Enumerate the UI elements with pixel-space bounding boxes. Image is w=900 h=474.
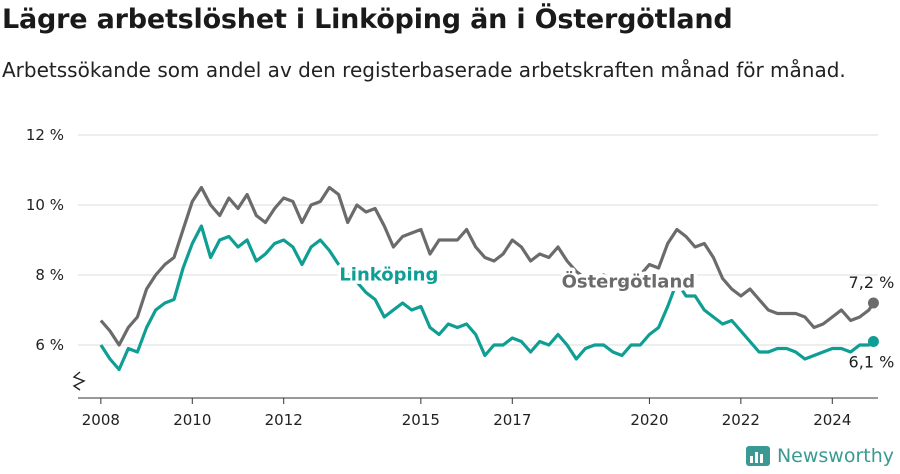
y-tick-label: 12 % — [26, 126, 64, 144]
y-tick-label: 6 % — [35, 336, 64, 354]
x-tick-label: 2022 — [722, 411, 760, 429]
series-name-label: Linköping — [339, 264, 438, 285]
x-tick-label: 2008 — [82, 411, 120, 429]
brand-logo: Newsworthy — [745, 444, 894, 468]
end-point — [867, 297, 879, 309]
x-axis: 2008 2010 2012 2015 2017 2020 2022 2024 — [78, 397, 878, 429]
series-line-ostergotland — [99, 185, 875, 347]
chart-subtitle: Arbetssökande som andel av den registerb… — [2, 58, 846, 82]
chart-title: Lägre arbetslöshet i Linköping än i Öste… — [2, 4, 733, 35]
series-name-halo: Linköping — [339, 264, 438, 285]
y-axis: 6 % 8 % 10 % 12 % — [26, 126, 86, 391]
newsworthy-icon — [745, 446, 770, 466]
y-tick-label: 10 % — [26, 196, 64, 214]
series-name-halo: Östergötland — [562, 270, 696, 292]
y-tick-label: 8 % — [35, 266, 64, 284]
end-value-label: 7,2 % — [849, 273, 895, 292]
series-name-label: Östergötland — [562, 270, 696, 292]
brand-name: Newsworthy — [776, 445, 894, 467]
x-tick-label: 2012 — [265, 411, 303, 429]
end-value-label: 6,1 % — [849, 353, 895, 372]
series-line-linkoping — [99, 224, 875, 372]
series-lines — [99, 185, 879, 372]
x-tick-label: 2015 — [402, 411, 440, 429]
end-point — [867, 336, 879, 347]
x-tick-label: 2017 — [493, 411, 531, 429]
grid-lines — [78, 134, 878, 346]
axis-break-icon — [72, 371, 86, 391]
x-tick-label: 2024 — [813, 411, 851, 429]
x-tick-label: 2010 — [173, 411, 211, 429]
x-tick-label: 2020 — [630, 411, 668, 429]
